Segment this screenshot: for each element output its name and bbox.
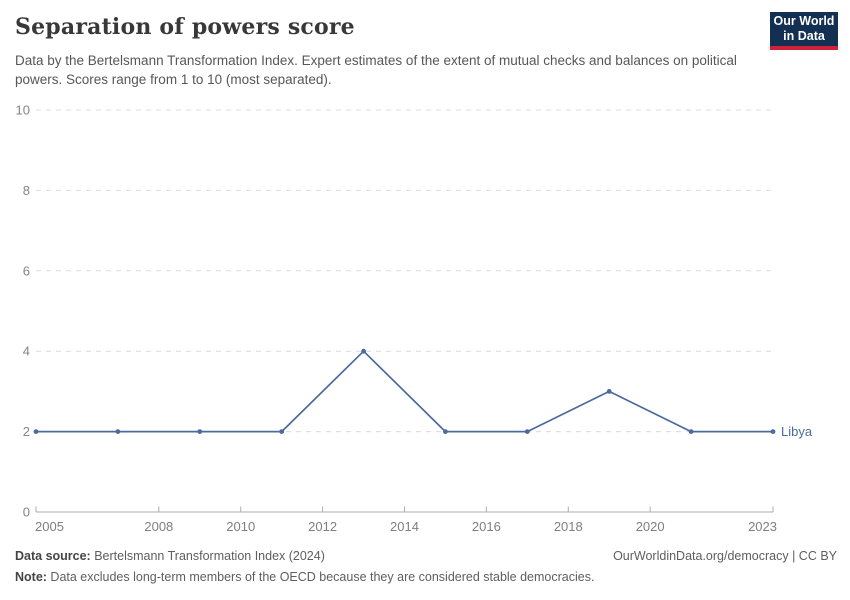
series-label-libya[interactable]: Libya bbox=[781, 424, 813, 439]
x-tick-label-2012: 2012 bbox=[308, 519, 337, 534]
y-tick-label-10: 10 bbox=[16, 103, 30, 118]
y-tick-label-0: 0 bbox=[23, 505, 30, 520]
note-line: Note: Data excludes long-term members of… bbox=[15, 567, 837, 588]
data-point-libya-2011[interactable] bbox=[279, 429, 285, 434]
x-tick-label-2016: 2016 bbox=[472, 519, 501, 534]
series-line-libya[interactable] bbox=[36, 350, 773, 433]
data-point-libya-2023[interactable] bbox=[770, 429, 776, 434]
data-source-text: Bertelsmann Transformation Index (2024) bbox=[90, 549, 325, 563]
data-point-libya-2013[interactable] bbox=[361, 348, 366, 354]
data-point-libya-2017[interactable] bbox=[524, 429, 530, 434]
data-point-libya-2021[interactable] bbox=[688, 429, 694, 434]
data-point-libya-2007[interactable] bbox=[115, 429, 121, 434]
note-text: Data excludes long-term members of the O… bbox=[46, 570, 595, 584]
y-tick-label-4: 4 bbox=[23, 344, 30, 359]
x-tick-label-2014: 2014 bbox=[390, 519, 419, 534]
x-tick-label-2020: 2020 bbox=[636, 519, 665, 534]
y-tick-label-2: 2 bbox=[23, 424, 30, 439]
data-point-libya-2015[interactable] bbox=[443, 429, 448, 434]
x-tick-label-2005: 2005 bbox=[35, 519, 64, 534]
x-tick-label-2023: 2023 bbox=[748, 519, 777, 534]
x-tick-label-2010: 2010 bbox=[226, 519, 255, 534]
owid-logo-line2: in Data bbox=[783, 29, 825, 43]
owid-logo-line1: Our World bbox=[773, 14, 835, 28]
data-point-libya-2019[interactable] bbox=[606, 389, 612, 394]
chart-subtitle: Data by the Bertelsmann Transformation I… bbox=[15, 53, 737, 87]
data-point-libya-2005[interactable] bbox=[33, 429, 39, 434]
owid-logo[interactable]: Our World in Data bbox=[770, 12, 838, 50]
x-tick-label-2008: 2008 bbox=[144, 519, 173, 534]
page-title: Separation of powers score bbox=[15, 14, 355, 40]
y-tick-label-6: 6 bbox=[23, 263, 30, 278]
note-label: Note: bbox=[15, 570, 47, 584]
y-tick-label-8: 8 bbox=[23, 183, 30, 198]
x-tick-label-2018: 2018 bbox=[554, 519, 583, 534]
data-source-label: Data source: bbox=[15, 549, 91, 563]
rights-link[interactable]: OurWorldinData.org/democracy | CC BY bbox=[613, 549, 837, 563]
chart-footer: Data source: Bertelsmann Transformation … bbox=[15, 546, 837, 588]
data-point-libya-2009[interactable] bbox=[197, 429, 203, 434]
data-source-line: Data source: Bertelsmann Transformation … bbox=[15, 546, 325, 567]
